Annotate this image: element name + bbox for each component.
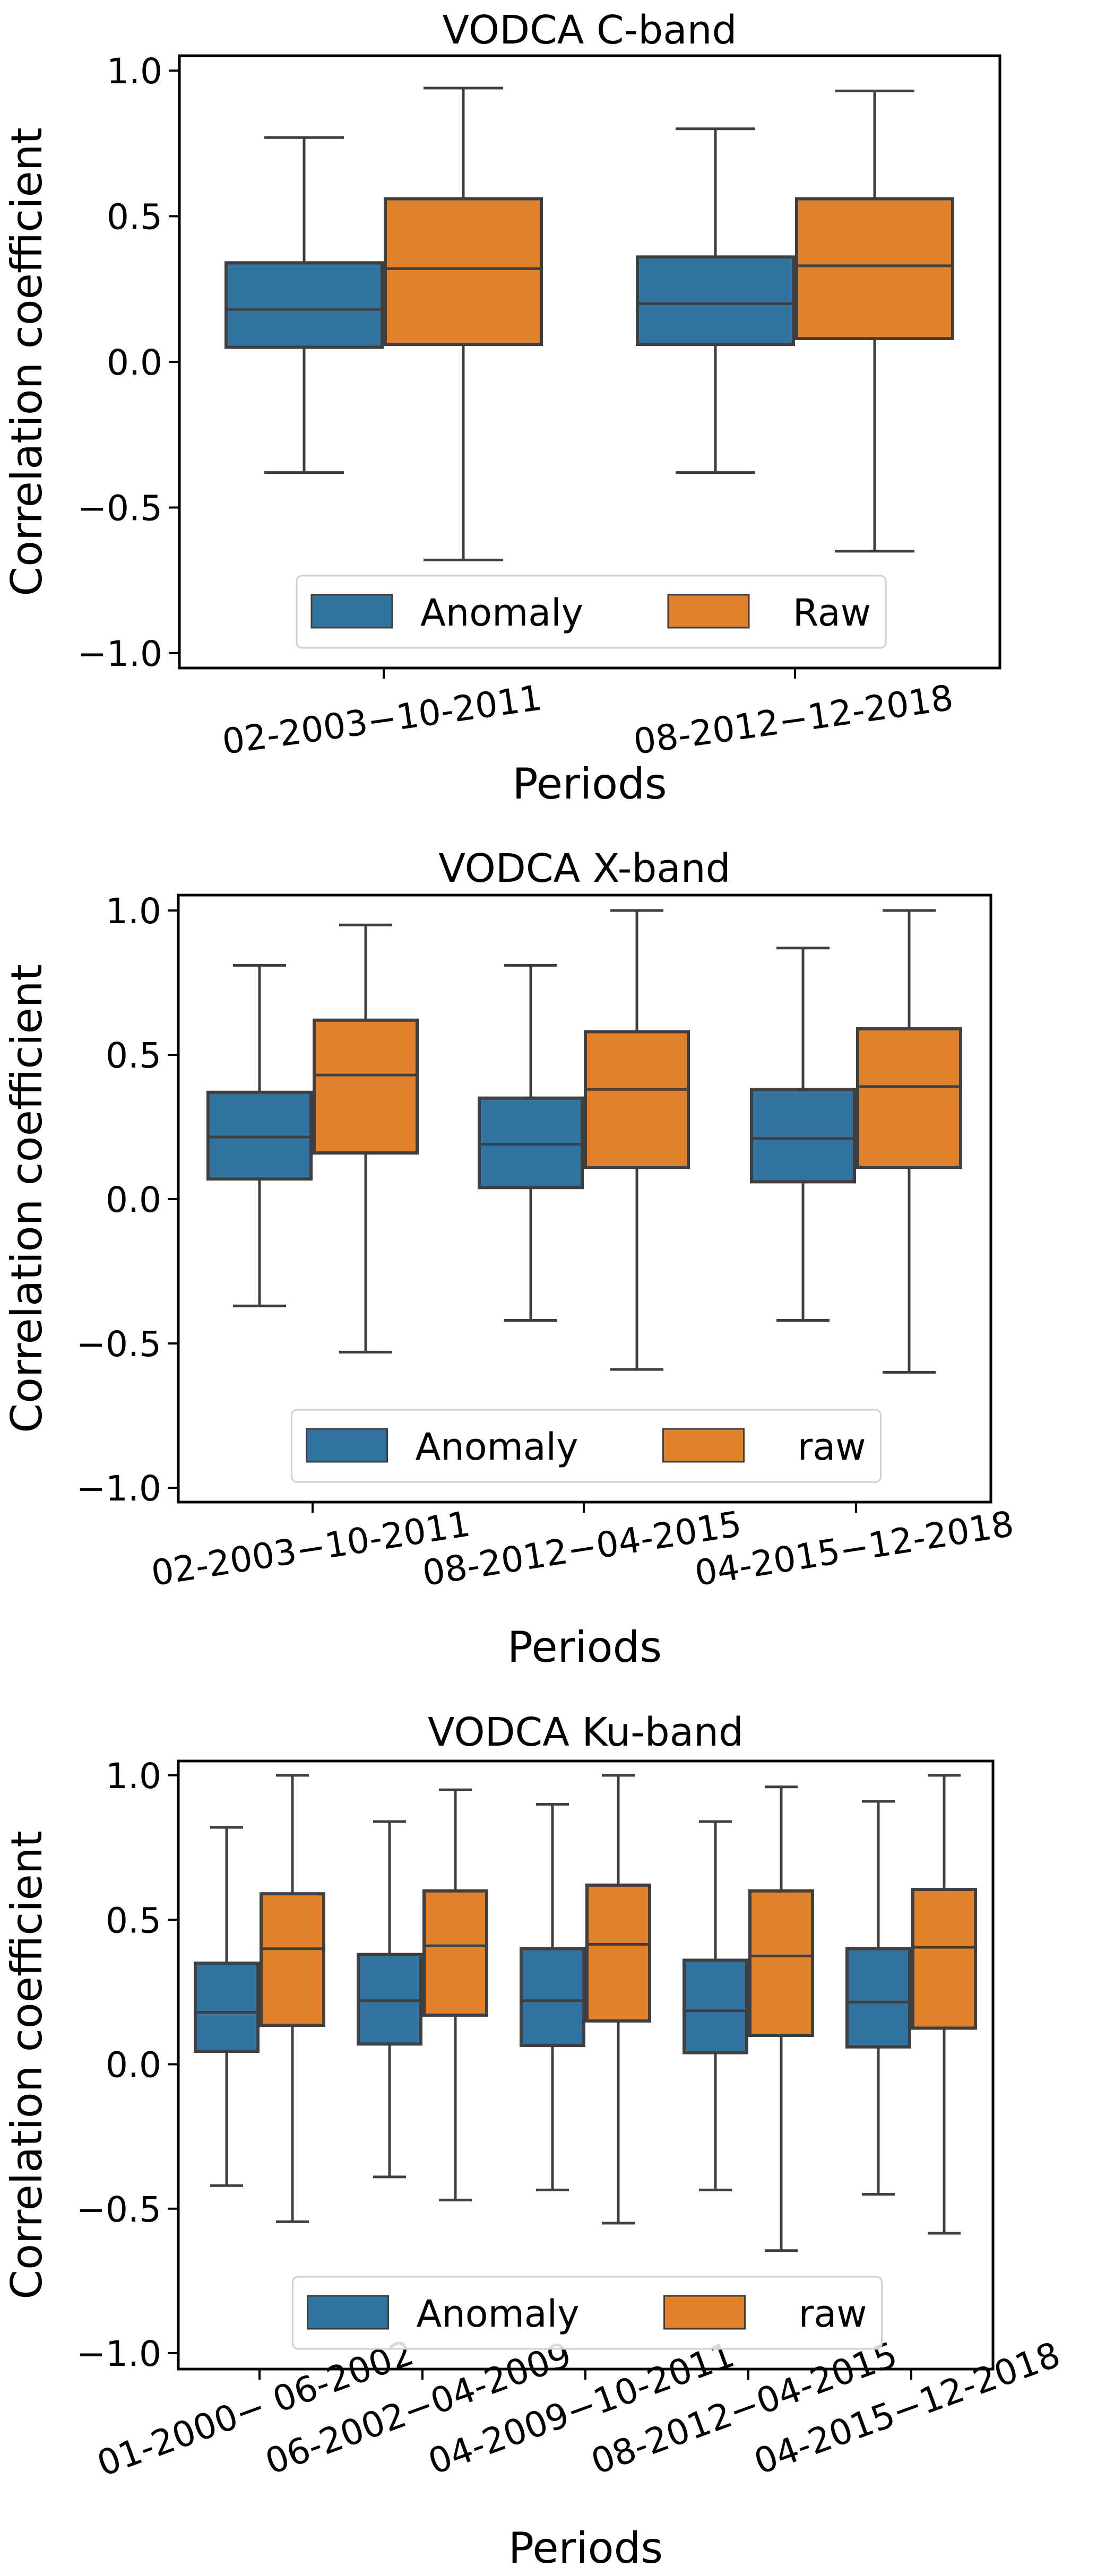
iqr-box: [683, 1958, 748, 2054]
box-raw-2: [422, 1788, 488, 2201]
box-anomaly-2: [636, 127, 795, 474]
y-tick-label: 1.0: [106, 891, 161, 932]
x-axis-label: Periods: [508, 2523, 663, 2573]
box-raw-1: [313, 923, 419, 1354]
box-raw-4: [748, 1785, 814, 2252]
y-tick-label: −0.5: [76, 2189, 161, 2230]
legend-frame: [291, 1409, 882, 1483]
legend-label: raw: [798, 1425, 866, 1469]
box-anomaly-1: [206, 964, 313, 1307]
iqr-box: [750, 1088, 856, 1184]
y-axis-label: Correlation coefficient: [2, 127, 51, 596]
chart-panel-1: VODCA C-band Correlation coefficient 1.0 0.…: [2, 7, 1001, 809]
y-tick-label: −0.5: [77, 488, 162, 529]
legend-label: Raw: [793, 591, 871, 635]
iqr-box: [584, 1030, 690, 1169]
iqr-box: [194, 1961, 260, 2053]
box-raw-5: [911, 1774, 977, 2235]
legend: Anomaly Raw: [296, 575, 887, 649]
box-anomaly-4: [683, 1820, 748, 2191]
legend-patch-anomaly: [306, 1428, 388, 1463]
box-anomaly-5: [845, 1800, 911, 2196]
y-tick-label: −1.0: [76, 2334, 161, 2374]
axes-frame: [178, 54, 1001, 670]
iqr-box: [520, 1947, 585, 2048]
legend-label: Anomaly: [416, 1425, 578, 1469]
legend-patch-raw: [667, 594, 750, 629]
legend-patch-raw: [662, 1428, 745, 1463]
legend-patch-anomaly: [310, 594, 393, 629]
y-tick-label: 0.0: [106, 2045, 161, 2086]
y-tick-label: 1.0: [106, 1756, 161, 1797]
legend-label: Anomaly: [420, 591, 583, 635]
chart-title: VODCA Ku-band: [428, 1710, 744, 1755]
box-raw-3: [856, 909, 962, 1374]
iqr-box: [384, 197, 543, 346]
legend: Anomaly raw: [291, 1409, 882, 1483]
box-raw-1: [260, 1774, 325, 2223]
box-anomaly-3: [520, 1802, 585, 2191]
iqr-box: [856, 1027, 962, 1169]
legend-frame: [296, 575, 887, 649]
y-tick-label: −1.0: [77, 634, 162, 674]
chart-title: VODCA C-band: [443, 7, 737, 53]
iqr-box: [313, 1018, 419, 1155]
chart-panel-2: VODCA X-band Correlation coefficient 1.0 0.…: [2, 846, 1016, 1672]
iqr-box: [224, 261, 384, 349]
box-raw-1: [384, 86, 543, 561]
box-anomaly-1: [224, 136, 384, 474]
box-raw-2: [795, 89, 954, 553]
y-tick-label: 0.0: [107, 342, 162, 383]
chart-panel-3: VODCA Ku-band Correlation coefficient 1.0 0…: [2, 1710, 1066, 2573]
iqr-box: [748, 1889, 814, 2037]
iqr-box: [422, 1889, 488, 2017]
y-axis-label: Correlation coefficient: [2, 1831, 51, 2300]
iqr-box: [357, 1953, 422, 2046]
legend: Anomaly raw: [292, 2276, 883, 2350]
y-axis-label: Correlation coefficient: [2, 964, 51, 1433]
chart-title: VODCA X-band: [438, 846, 730, 891]
legend-patch-raw: [663, 2295, 746, 2330]
iqr-box: [585, 1883, 651, 2023]
legend-patch-anomaly: [307, 2295, 389, 2330]
iqr-box: [845, 1947, 911, 2049]
y-tick-label: 0.5: [107, 197, 162, 238]
y-tick-label: 1.0: [107, 51, 162, 92]
x-tick-label: 04-2015−12-2018: [692, 1503, 1016, 1594]
y-tick-label: 0.0: [106, 1179, 161, 1220]
iqr-box: [636, 255, 795, 346]
iqr-box: [911, 1888, 977, 2030]
box-anomaly-3: [750, 947, 856, 1322]
legend-label: Anomaly: [417, 2292, 580, 2336]
iqr-box: [478, 1096, 584, 1190]
y-tick-label: 0.5: [106, 1900, 161, 1941]
box-raw-2: [584, 909, 690, 1371]
box-anomaly-1: [194, 1826, 260, 2187]
iqr-box: [206, 1090, 313, 1181]
y-tick-label: 0.5: [106, 1035, 161, 1076]
iqr-box: [795, 197, 954, 341]
legend-frame: [292, 2276, 883, 2350]
iqr-box: [260, 1892, 325, 2027]
x-axis-label: Periods: [507, 1623, 662, 1672]
x-axis-label: Periods: [512, 759, 667, 809]
box-anomaly-2: [357, 1820, 422, 2179]
x-tick-label: 08-2012−12-2018: [631, 677, 956, 762]
box-raw-3: [585, 1774, 651, 2225]
y-tick-label: −1.0: [76, 1468, 161, 1509]
legend-label: raw: [799, 2292, 867, 2336]
x-tick-label: 02-2003−10-2011: [220, 677, 545, 762]
box-anomaly-2: [478, 964, 584, 1322]
y-tick-label: −0.5: [76, 1324, 161, 1365]
